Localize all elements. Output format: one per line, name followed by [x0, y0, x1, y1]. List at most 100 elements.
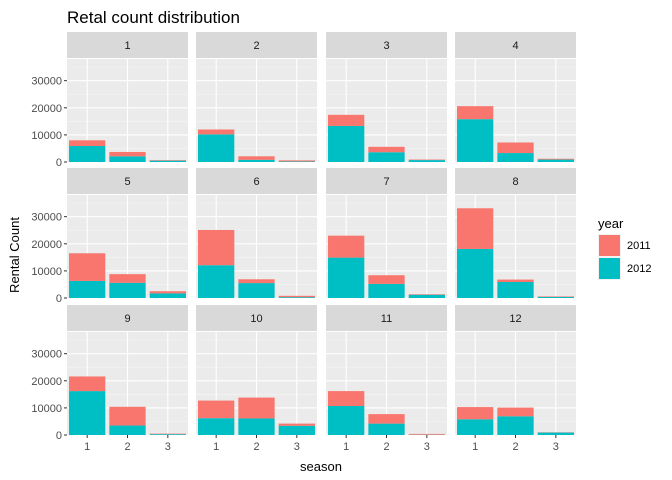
bar-month-10-season-2-year-2012: [238, 418, 275, 435]
chart-title: Retal count distribution: [67, 8, 240, 27]
legend-title: year: [598, 216, 624, 231]
bar-month-4-season-3-year-2011: [537, 158, 574, 160]
bar-month-1-season-2-year-2011: [109, 151, 146, 157]
bar-month-11-season-3-year-2011: [408, 433, 445, 435]
y-tick-label: 10000: [31, 403, 62, 415]
bar-month-4-season-3-year-2012: [537, 159, 574, 162]
facet-strip-label: 12: [509, 313, 521, 325]
facet-month-8: 8: [455, 168, 576, 299]
bar-month-4-season-2-year-2011: [497, 142, 534, 154]
bar-month-8-season-1-year-2012: [457, 248, 494, 298]
facet-month-7: 7: [326, 168, 447, 299]
bar-month-10-season-2-year-2011: [238, 397, 275, 419]
y-tick-label: 0: [56, 157, 62, 169]
bar-month-12-season-1-year-2012: [457, 419, 494, 435]
x-axis-title: season: [300, 459, 342, 474]
facet-strip: [455, 305, 576, 331]
facet-month-2: 2: [196, 32, 317, 163]
bar-month-7-season-1-year-2011: [328, 235, 365, 258]
facet-strip: [67, 305, 188, 331]
facet-month-9: 9 0 10000 20000 30000 1 2 3: [31, 305, 188, 453]
bar-month-12-season-3-year-2012: [537, 432, 574, 435]
x-tick-label: 3: [294, 441, 300, 453]
bar-month-3-season-1-year-2012: [328, 125, 365, 162]
x-tick-label: 1: [213, 441, 219, 453]
bar-month-2-season-3-year-2012: [278, 161, 315, 162]
bar-month-6-season-1-year-2011: [198, 229, 235, 266]
bar-month-9-season-2-year-2011: [109, 406, 146, 426]
facet-month-10: 10 1 2 3: [196, 305, 317, 453]
bar-month-4-season-1-year-2012: [457, 119, 494, 162]
facet-month-6: 6: [196, 168, 317, 299]
bar-month-12-season-1-year-2011: [457, 407, 494, 420]
bar-month-8-season-2-year-2011: [497, 279, 534, 283]
facet-strip-label: 8: [512, 176, 518, 188]
bar-month-1-season-3-year-2011: [149, 160, 186, 161]
bar-month-7-season-3-year-2011: [408, 294, 445, 295]
bar-month-3-season-2-year-2011: [368, 146, 405, 153]
bar-month-11-season-2-year-2012: [368, 423, 405, 435]
bar-month-10-season-3-year-2012: [278, 425, 315, 435]
bar-month-3-season-3-year-2011: [408, 159, 445, 161]
bar-month-9-season-1-year-2012: [69, 391, 106, 435]
facet-strip-label: 11: [381, 313, 392, 325]
bar-month-2-season-3-year-2011: [278, 160, 315, 162]
x-tick-label: 2: [124, 441, 130, 453]
y-tick-label: 20000: [31, 103, 62, 115]
facet-strip: [455, 168, 576, 194]
bar-month-3-season-2-year-2012: [368, 152, 405, 162]
legend-label-2012: 2012: [627, 263, 651, 275]
facet-strip: [196, 168, 317, 194]
facet-month-5: 5 0 10000 20000 30000: [31, 168, 188, 305]
facet-strip-label: 2: [253, 40, 259, 52]
bar-month-9-season-2-year-2012: [109, 425, 146, 435]
facet-month-3: 3: [326, 32, 447, 163]
bar-month-4-season-2-year-2012: [497, 153, 534, 162]
bar-month-10-season-1-year-2012: [198, 418, 235, 435]
bar-month-2-season-1-year-2012: [198, 134, 235, 162]
bar-month-5-season-3-year-2011: [149, 291, 186, 294]
x-tick-label: 1: [472, 441, 478, 453]
bar-month-3-season-1-year-2011: [328, 114, 365, 126]
y-tick-label: 30000: [31, 212, 62, 224]
facet-strip: [196, 32, 317, 58]
bar-month-3-season-3-year-2012: [408, 160, 445, 162]
legend: year 2011 2012: [598, 216, 651, 280]
bar-month-10-season-1-year-2011: [198, 400, 235, 419]
legend-swatch-2011: [599, 235, 620, 256]
bar-month-9-season-1-year-2011: [69, 376, 106, 392]
bar-month-10-season-3-year-2011: [278, 423, 315, 426]
bar-month-5-season-1-year-2011: [69, 253, 106, 281]
bar-month-4-season-1-year-2011: [457, 106, 494, 120]
bar-month-6-season-3-year-2011: [278, 295, 315, 298]
facet-strip: [326, 32, 447, 58]
bar-month-1-season-3-year-2012: [149, 160, 186, 162]
bar-month-1-season-1-year-2011: [69, 140, 106, 147]
x-tick-label: 2: [383, 441, 389, 453]
x-tick-label: 2: [512, 441, 518, 453]
x-tick-label: 3: [424, 441, 430, 453]
bar-month-7-season-1-year-2012: [328, 257, 365, 298]
facet-strip: [67, 168, 188, 194]
facet-strip-label: 9: [124, 313, 130, 325]
x-tick-label: 3: [165, 441, 171, 453]
x-tick-label: 3: [553, 441, 559, 453]
bar-month-6-season-3-year-2012: [278, 297, 315, 298]
bar-month-11-season-1-year-2011: [328, 391, 365, 406]
bar-month-2-season-2-year-2011: [238, 156, 275, 160]
facet-strip-label: 1: [124, 40, 130, 52]
y-tick-label: 10000: [31, 266, 62, 278]
facet-strip: [67, 32, 188, 58]
x-tick-label: 2: [253, 441, 259, 453]
facet-strip: [196, 305, 317, 331]
legend-label-2011: 2011: [627, 240, 651, 252]
bar-month-9-season-3-year-2011: [149, 433, 186, 435]
y-tick-label: 30000: [31, 76, 62, 88]
y-tick-label: 30000: [31, 349, 62, 361]
bar-month-5-season-3-year-2012: [149, 293, 186, 298]
bar-month-2-season-2-year-2012: [238, 159, 275, 162]
legend-swatch-2012: [599, 258, 620, 279]
bar-month-9-season-3-year-2012: [149, 434, 186, 435]
